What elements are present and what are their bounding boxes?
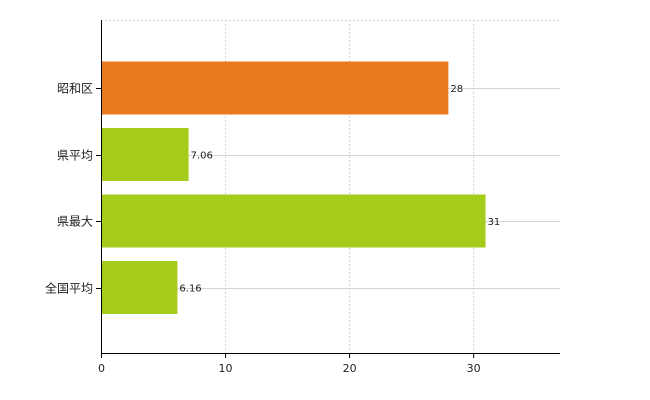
x-tick-label: 0 (98, 362, 105, 375)
bar-2 (101, 128, 189, 181)
bar-3 (101, 194, 486, 248)
x-tick-label: 20 (343, 362, 357, 375)
category-label: 昭和区 (57, 82, 93, 96)
category-label: 県平均 (57, 149, 93, 163)
category-label: 県最大 (57, 215, 93, 229)
bar-4 (101, 261, 178, 314)
data-label: 31 (488, 217, 501, 228)
x-tick-label: 30 (467, 362, 481, 375)
data-label: 6.16 (179, 284, 201, 295)
bar-1 (101, 61, 449, 115)
axes (96, 20, 560, 358)
bars (101, 61, 486, 314)
category-label: 全国平均 (45, 281, 93, 296)
data-label: 7.06 (191, 151, 213, 162)
x-tick-label: 10 (219, 362, 233, 375)
data-label: 28 (450, 84, 463, 95)
